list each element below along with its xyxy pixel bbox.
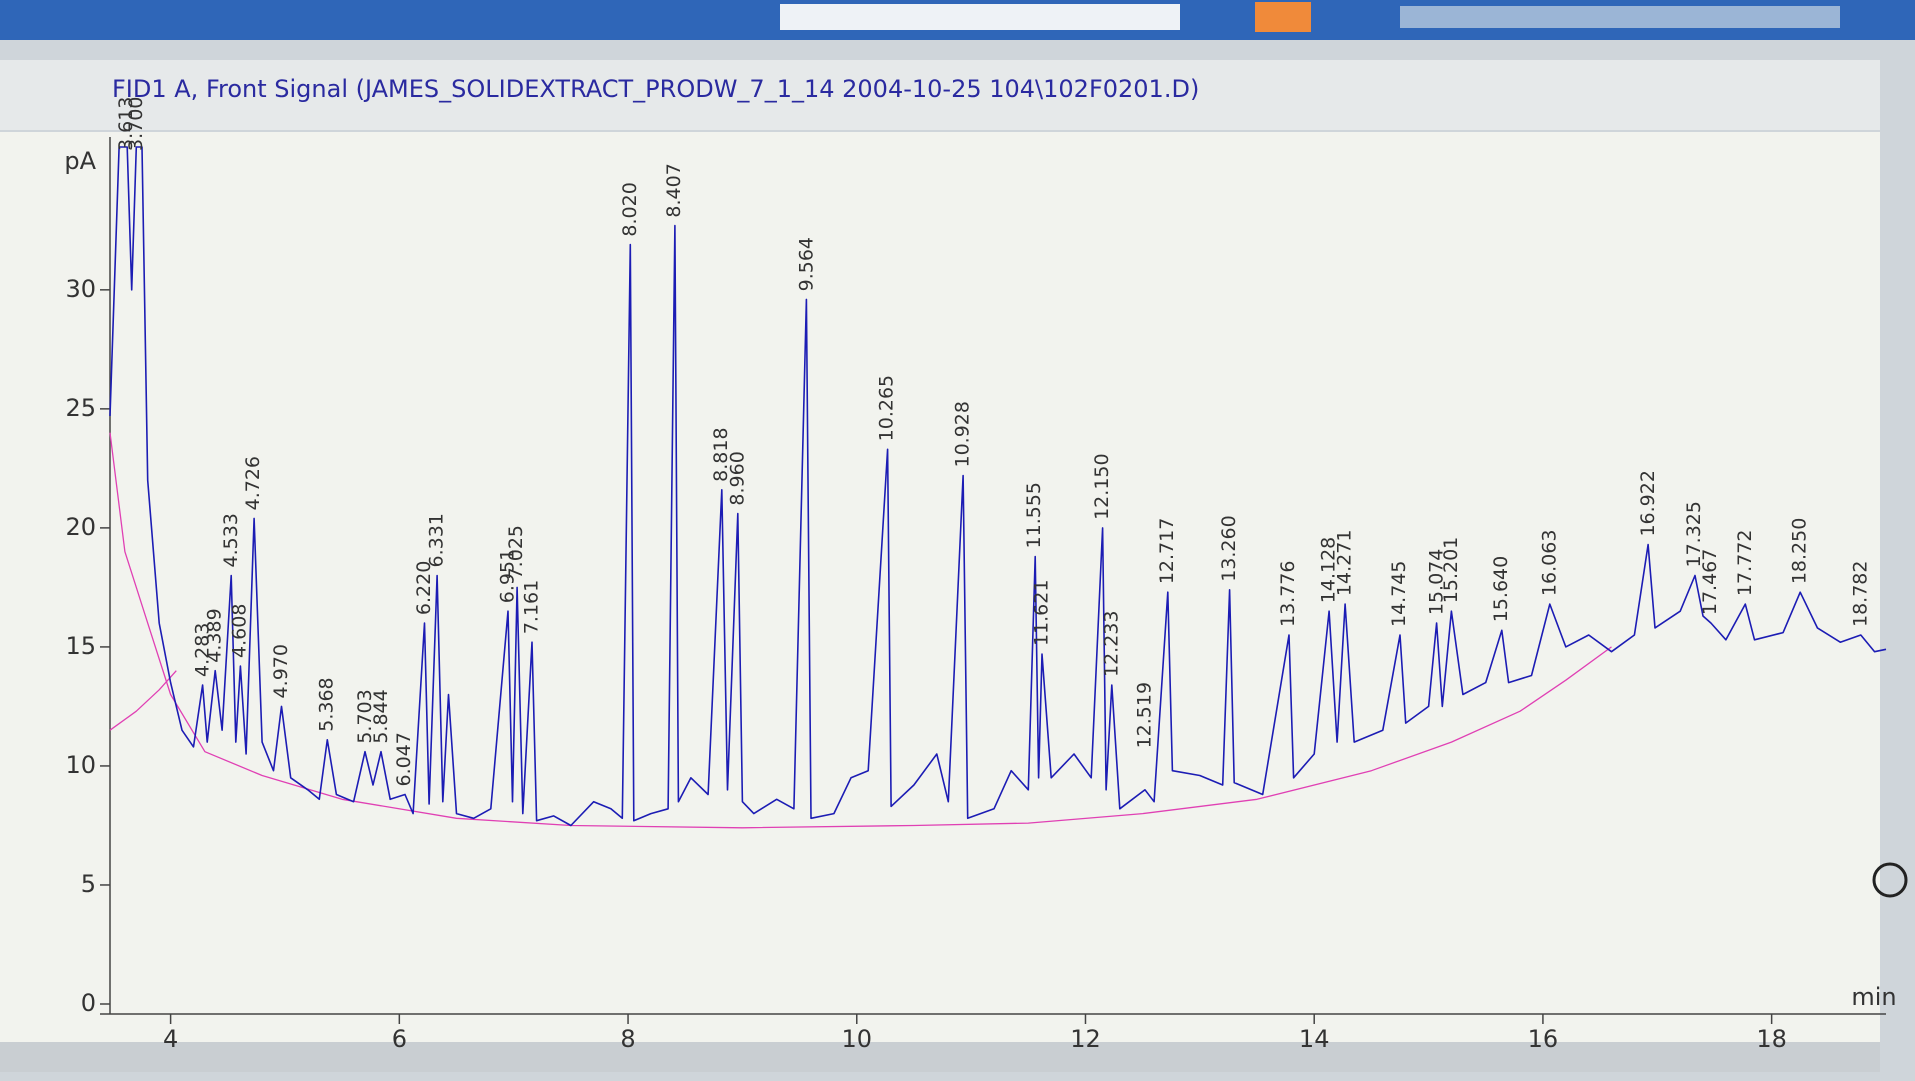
peak-label: 17.467 <box>1699 549 1721 615</box>
toolbar-field[interactable] <box>780 4 1180 30</box>
peak-label: 18.782 <box>1850 561 1872 627</box>
y-tick-label: 20 <box>65 513 96 541</box>
peak-label: 7.025 <box>505 525 527 579</box>
x-tick-label: 16 <box>1528 1025 1559 1053</box>
peak-label: 9.564 <box>795 237 817 291</box>
toolbar-button[interactable] <box>1255 2 1311 32</box>
y-tick-label: 10 <box>65 751 96 779</box>
toolbar-icons[interactable] <box>1400 6 1840 28</box>
y-tick-label: 25 <box>65 394 96 422</box>
page: FID1 A, Front Signal (JAMES_SOLIDEXTRACT… <box>0 0 1915 1081</box>
peak-label: 4.970 <box>270 644 292 698</box>
peak-label: 11.555 <box>1023 482 1045 548</box>
peak-label: 7.161 <box>521 580 543 634</box>
peak-label: 3.700 <box>125 97 147 151</box>
peak-label: 4.533 <box>220 513 242 567</box>
x-tick-label: 6 <box>392 1025 407 1053</box>
peak-label: 16.922 <box>1637 470 1659 536</box>
peak-label: 14.745 <box>1388 561 1410 627</box>
peak-label: 14.271 <box>1334 530 1356 596</box>
scrollbar[interactable] <box>0 1042 1880 1072</box>
x-axis-label: min <box>1851 983 1896 1011</box>
x-tick-label: 4 <box>163 1025 178 1053</box>
peak-label: 5.844 <box>370 689 392 743</box>
x-tick-label: 10 <box>841 1025 872 1053</box>
peak-label: 13.776 <box>1277 561 1299 627</box>
peak-label: 8.020 <box>619 182 641 236</box>
y-tick-label: 0 <box>81 989 96 1017</box>
peak-label: 12.717 <box>1156 518 1178 584</box>
screen: FID1 A, Front Signal (JAMES_SOLIDEXTRACT… <box>0 0 1915 1081</box>
peak-label: 6.220 <box>413 561 435 615</box>
peak-label: 4.389 <box>204 608 226 662</box>
peak-label: 6.047 <box>393 732 415 786</box>
peak-label: 6.331 <box>426 513 448 567</box>
peak-label: 12.519 <box>1133 682 1155 748</box>
peak-label: 15.640 <box>1490 556 1512 622</box>
peak-label: 10.265 <box>876 375 898 441</box>
peak-label: 5.368 <box>316 677 338 731</box>
peak-label: 12.233 <box>1101 611 1123 677</box>
x-tick-label: 12 <box>1070 1025 1101 1053</box>
x-tick-label: 8 <box>620 1025 635 1053</box>
peak-label: 17.772 <box>1734 530 1756 596</box>
x-tick-label: 14 <box>1299 1025 1330 1053</box>
peak-label: 16.063 <box>1539 530 1561 596</box>
y-tick-label: 15 <box>65 632 96 660</box>
chart-title: FID1 A, Front Signal (JAMES_SOLIDEXTRACT… <box>112 75 1199 103</box>
plot-panel <box>0 132 1880 1042</box>
peak-label: 8.407 <box>663 163 685 217</box>
peak-label: 15.201 <box>1440 537 1462 603</box>
peak-label: 4.726 <box>242 456 264 510</box>
x-tick-label: 18 <box>1756 1025 1787 1053</box>
peak-label: 13.260 <box>1218 515 1240 581</box>
peak-label: 18.250 <box>1789 518 1811 584</box>
peak-label: 12.150 <box>1091 453 1113 519</box>
y-tick-label: 30 <box>65 275 96 303</box>
y-axis-label: pA <box>64 147 96 175</box>
peak-label: 10.928 <box>951 401 973 467</box>
peak-label: 11.621 <box>1031 580 1053 646</box>
peak-label: 4.608 <box>229 604 251 658</box>
peak-label: 8.960 <box>726 451 748 505</box>
y-tick-label: 5 <box>81 870 96 898</box>
